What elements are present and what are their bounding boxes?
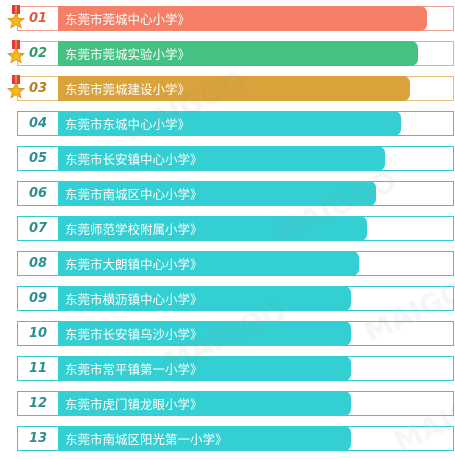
school-link[interactable]: 东莞市大朗镇中心小学》 [58,251,359,276]
ranking-row[interactable]: 13 东莞市南城区阳光第一小学》 [17,426,454,451]
rank-number: 10 [28,326,48,341]
school-link[interactable]: 东莞市南城区阳光第一小学》 [58,426,351,451]
rank-number: 08 [28,256,48,271]
medal-icon [6,75,26,99]
rank-number: 12 [28,396,48,411]
ranking-row[interactable]: 11 东莞市常平镇第一小学》 [17,356,454,381]
school-link[interactable]: 东莞市东城中心小学》 [58,111,401,136]
rank-number: 07 [28,221,48,236]
school-link[interactable]: 东莞市南城区中心小学》 [58,181,376,206]
ranking-row[interactable]: 01 东莞市莞城中心小学》 [17,6,454,31]
school-link[interactable]: 东莞市莞城中心小学》 [58,6,427,31]
ranking-row[interactable]: 07 东莞师范学校附属小学》 [17,216,454,241]
medal-icon [6,40,26,64]
rank-number: 06 [28,186,48,201]
ranking-row[interactable]: 05 东莞市长安镇中心小学》 [17,146,454,171]
school-link[interactable]: 东莞市莞城建设小学》 [58,76,410,101]
school-link[interactable]: 东莞师范学校附属小学》 [58,216,367,241]
ranking-row[interactable]: 02 东莞市莞城实验小学》 [17,41,454,66]
rank-number: 02 [28,46,48,61]
school-link[interactable]: 东莞市长安镇乌沙小学》 [58,321,351,346]
school-link[interactable]: 东莞市横沥镇中心小学》 [58,286,351,311]
ranking-row[interactable]: 09 东莞市横沥镇中心小学》 [17,286,454,311]
ranking-row[interactable]: 08 东莞市大朗镇中心小学》 [17,251,454,276]
rank-number: 05 [28,151,48,166]
rank-number: 03 [28,81,48,96]
rank-number: 09 [28,291,48,306]
school-link[interactable]: 东莞市莞城实验小学》 [58,41,418,66]
school-link[interactable]: 东莞市常平镇第一小学》 [58,356,351,381]
ranking-row[interactable]: 03 东莞市莞城建设小学》 [17,76,454,101]
school-link[interactable]: 东莞市长安镇中心小学》 [58,146,385,171]
medal-icon [6,5,26,29]
rank-number: 01 [28,11,48,26]
rank-number: 04 [28,116,48,131]
rank-number: 11 [28,361,48,376]
school-link[interactable]: 东莞市虎门镇龙眼小学》 [58,391,351,416]
ranking-row[interactable]: 06 东莞市南城区中心小学》 [17,181,454,206]
ranking-row[interactable]: 04 东莞市东城中心小学》 [17,111,454,136]
ranking-row[interactable]: 10 东莞市长安镇乌沙小学》 [17,321,454,346]
ranking-row[interactable]: 12 东莞市虎门镇龙眼小学》 [17,391,454,416]
rank-number: 13 [28,431,48,446]
